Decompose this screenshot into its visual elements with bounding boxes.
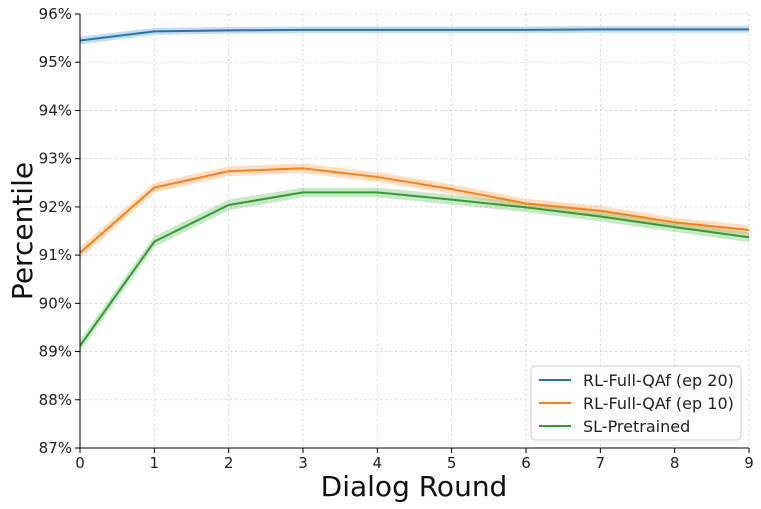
legend-label: RL-Full-QAf (ep 10) — [583, 394, 734, 413]
series-band-2 — [80, 187, 749, 352]
confidence-bands — [80, 26, 749, 352]
series-line-2 — [79, 191, 750, 347]
x-ticks: 0 1 2 3 4 5 6 7 8 9 — [75, 448, 754, 472]
x-tick-label: 9 — [744, 454, 754, 472]
series-line-0 — [79, 28, 749, 42]
y-tick-label: 87% — [39, 439, 72, 457]
x-tick-label: 1 — [150, 454, 160, 472]
legend-box — [530, 365, 742, 441]
x-tick-label: 8 — [670, 454, 680, 472]
x-tick-label: 3 — [298, 454, 308, 472]
series-line-1 — [79, 167, 750, 254]
x-tick-label: 5 — [447, 454, 457, 472]
x-tick-label: 7 — [596, 454, 606, 472]
x-tick-label: 6 — [521, 454, 531, 472]
axes — [79, 14, 749, 449]
x-axis-title: Dialog Round — [321, 470, 508, 503]
x-tick-label: 0 — [75, 454, 85, 472]
y-tick-label: 88% — [39, 391, 72, 409]
y-tick-label: 93% — [39, 150, 72, 168]
y-tick-label: 91% — [39, 246, 72, 264]
legend: RL-Full-QAf (ep 20) RL-Full-QAf (ep 10) SL… — [530, 365, 742, 441]
grid — [79, 13, 750, 449]
y-tick-label: 92% — [39, 198, 72, 216]
y-tick-label: 95% — [39, 53, 72, 71]
y-tick-label: 90% — [39, 294, 72, 312]
x-tick-label: 4 — [373, 454, 383, 472]
y-ticks: 87% 88% 89% 90% 91% 92% 93% 94% 95% 96% — [39, 5, 80, 457]
legend-label: RL-Full-QAf (ep 20) — [583, 371, 734, 390]
series-lines — [79, 28, 750, 347]
y-tick-label: 94% — [39, 101, 72, 119]
y-tick-label: 89% — [39, 343, 72, 361]
y-axis-title: Percentile — [6, 162, 39, 300]
y-tick-label: 96% — [39, 5, 72, 23]
legend-label: SL-Pretrained — [583, 417, 690, 436]
series-band-1 — [80, 163, 749, 259]
x-tick-label: 2 — [224, 454, 234, 472]
